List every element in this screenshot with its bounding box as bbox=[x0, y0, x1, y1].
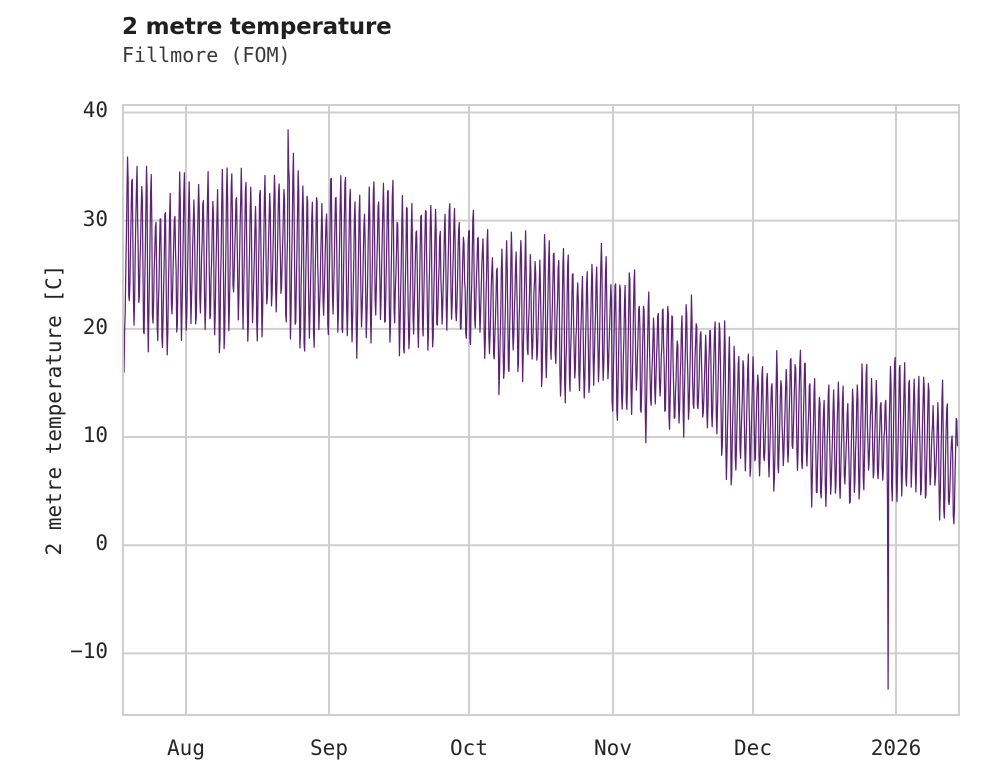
temperature-line-plot bbox=[124, 106, 958, 714]
x-tick-2026: 2026 bbox=[870, 736, 922, 760]
x-tick-sep: Sep bbox=[310, 736, 348, 760]
temperature-series-line bbox=[124, 129, 958, 690]
y-tick-10: 10 bbox=[82, 423, 108, 448]
title-block: 2 metre temperature Fillmore (FOM) bbox=[122, 13, 922, 69]
gridlines bbox=[124, 106, 958, 714]
y-tick-20: 20 bbox=[82, 314, 108, 339]
x-tick-aug: Aug bbox=[167, 736, 205, 760]
plot-area bbox=[122, 104, 960, 716]
chart-subtitle: Fillmore (FOM) bbox=[122, 43, 291, 67]
x-tick-oct: Oct bbox=[450, 736, 488, 760]
x-tick-nov: Nov bbox=[594, 736, 632, 760]
x-tick-dec: Dec bbox=[734, 736, 772, 760]
chart-title: 2 metre temperature bbox=[122, 14, 392, 40]
y-tick-30: 30 bbox=[82, 206, 108, 231]
y-axis-tick-labels: 40 30 20 10 0 −10 bbox=[0, 0, 108, 782]
y-tick-0: 0 bbox=[95, 531, 108, 556]
y-tick--10: −10 bbox=[70, 639, 108, 664]
y-tick-40: 40 bbox=[82, 98, 108, 123]
